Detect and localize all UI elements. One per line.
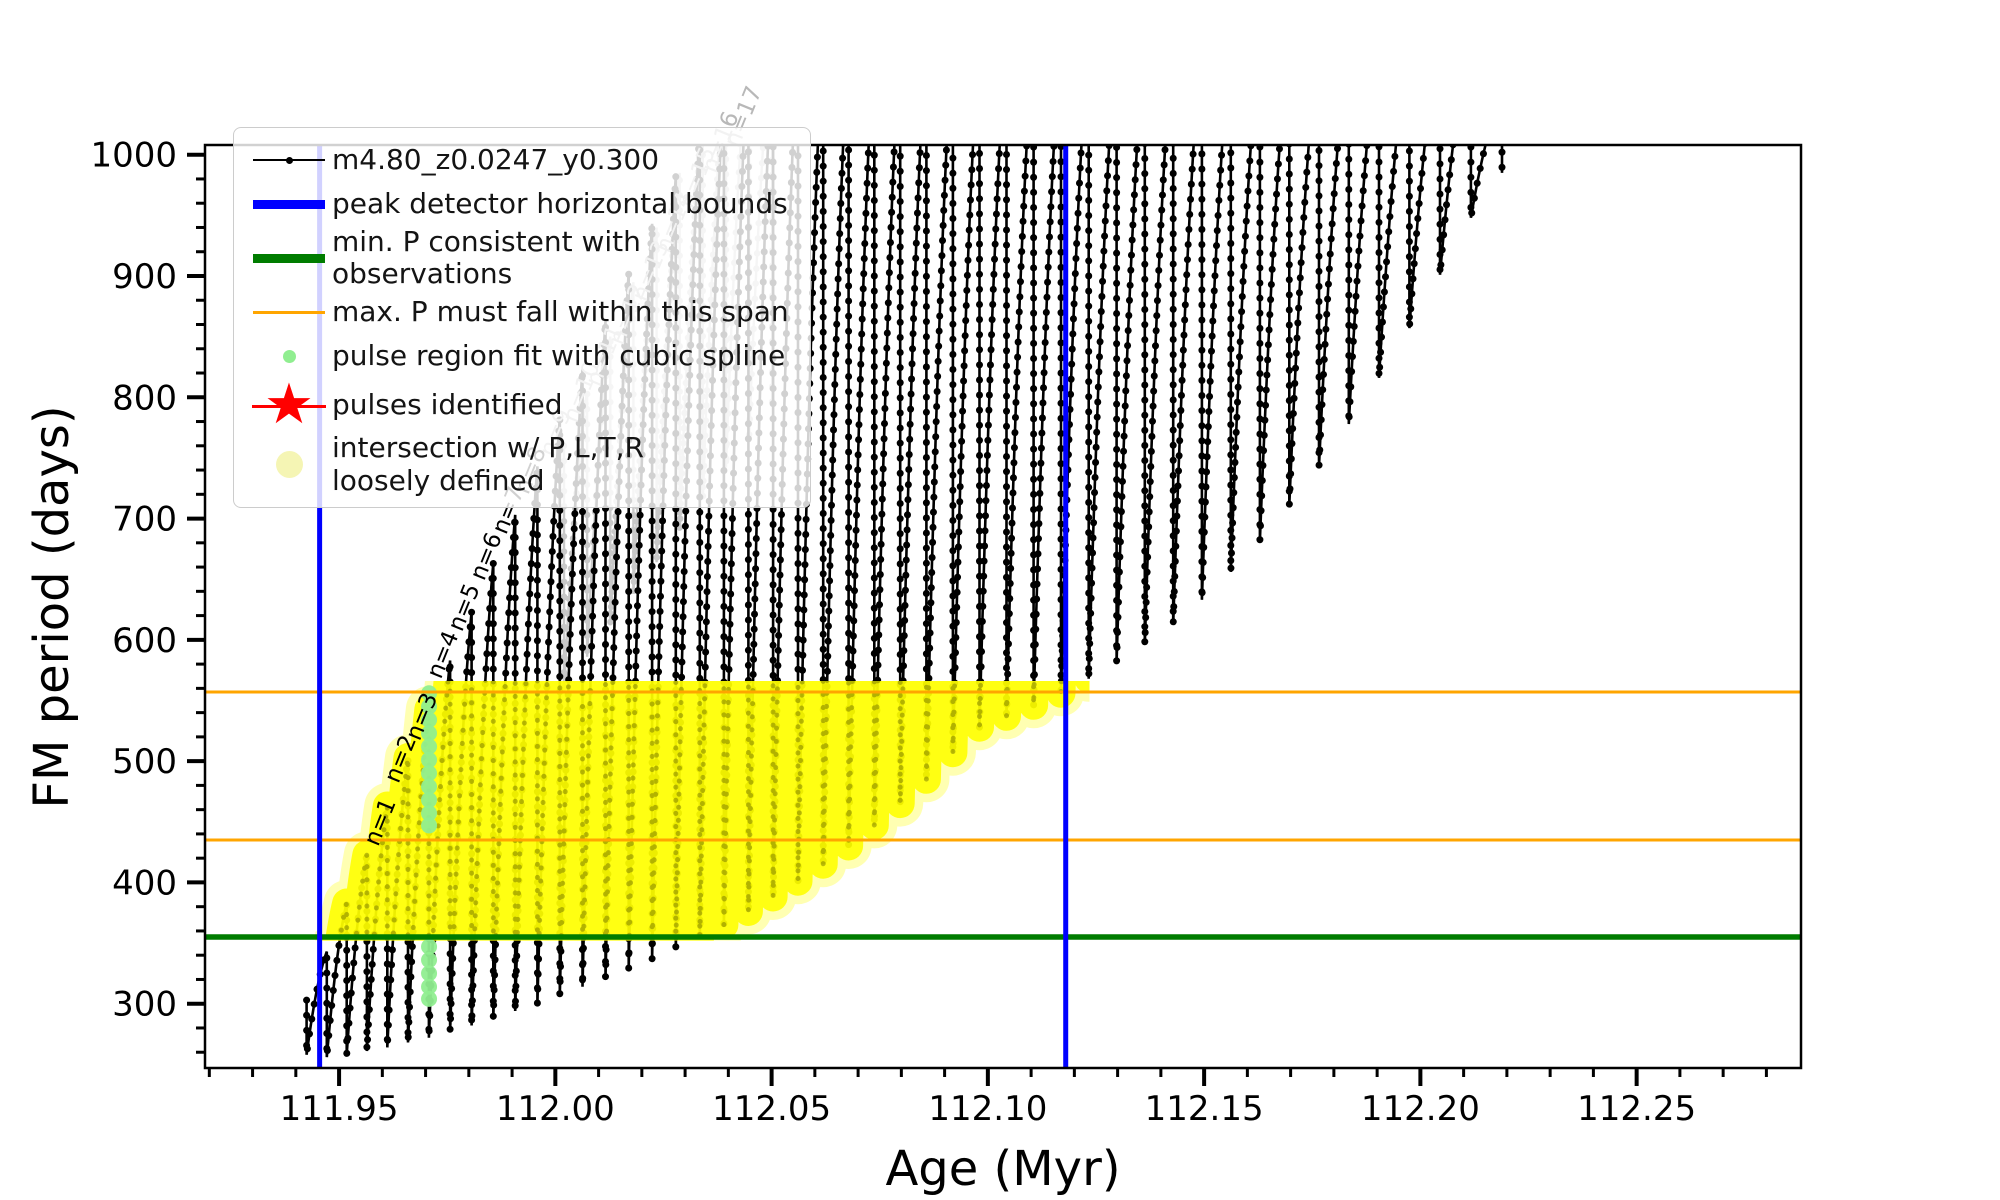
x-tick-label: 112.25 (1577, 1089, 1696, 1129)
y-tick-label: 500 (112, 742, 177, 782)
blue-line-swatch (246, 199, 332, 209)
y-tick-label: 900 (112, 257, 177, 297)
y-tick-label: 1000 (90, 136, 177, 176)
yellow-dot-swatch (246, 451, 332, 479)
spline-fit-dots (421, 685, 438, 1007)
x-tick-label: 112.15 (1145, 1089, 1264, 1129)
y-axis-title: FM period (days) (24, 405, 80, 808)
y-tick-label: 400 (112, 863, 177, 903)
green-line-swatch (246, 253, 332, 263)
legend-entry-spline: pulse region fit with cubic spline (246, 334, 798, 378)
y-tick-label: 800 (112, 378, 177, 418)
track-series (303, 145, 1506, 1058)
plot-border (203, 143, 1803, 1070)
green-dot-swatch (246, 349, 332, 363)
x-tick-label: 112.05 (712, 1089, 831, 1129)
y-tick-label: 600 (112, 621, 177, 661)
legend-label: m4.80_z0.0247_y0.300 (332, 142, 660, 176)
x-tick-label: 112.00 (496, 1089, 615, 1129)
black-line-dot-swatch (246, 156, 332, 164)
legend-entry-series: m4.80_z0.0247_y0.300 (246, 138, 798, 182)
x-tick-label: 112.10 (928, 1089, 1047, 1129)
y-tick-label: 300 (112, 985, 177, 1025)
pulse-label: n=5 (443, 580, 485, 635)
legend: m4.80_z0.0247_y0.300 peak detector horiz… (233, 127, 811, 508)
legend-entry-pulses: ★ pulses identified (246, 377, 798, 433)
legend-entry-min-p: min. P consistent with observations (246, 225, 798, 291)
legend-label: pulses identified (332, 388, 563, 422)
red-star-icon: ★ (246, 377, 332, 433)
axis-ticks: 111.95 112.00 112.05 112.10 112.15 112.20 112.… (90, 136, 1768, 1129)
pulse-label: n=4 (422, 627, 464, 682)
x-tick-label: 112.20 (1361, 1089, 1480, 1129)
orange-line-swatch (246, 310, 332, 315)
x-tick-label: 111.95 (280, 1089, 399, 1129)
legend-entry-peak-bounds: peak detector horizontal bounds (246, 182, 798, 226)
x-axis-title: Age (Myr) (885, 1141, 1120, 1197)
legend-entry-max-p: max. P must fall within this span (246, 290, 798, 334)
legend-entry-intersection: intersection w/ P,L,T,R loosely defined (246, 432, 798, 496)
legend-label: intersection w/ P,L,T,R loosely defined (332, 431, 644, 497)
legend-label: peak detector horizontal bounds (332, 186, 788, 220)
legend-label: pulse region fit with cubic spline (332, 339, 786, 373)
legend-label: max. P must fall within this span (332, 295, 789, 329)
y-tick-label: 700 (112, 500, 177, 540)
pulse-label: n=6 (465, 529, 507, 584)
legend-label: min. P consistent with observations (332, 225, 641, 291)
